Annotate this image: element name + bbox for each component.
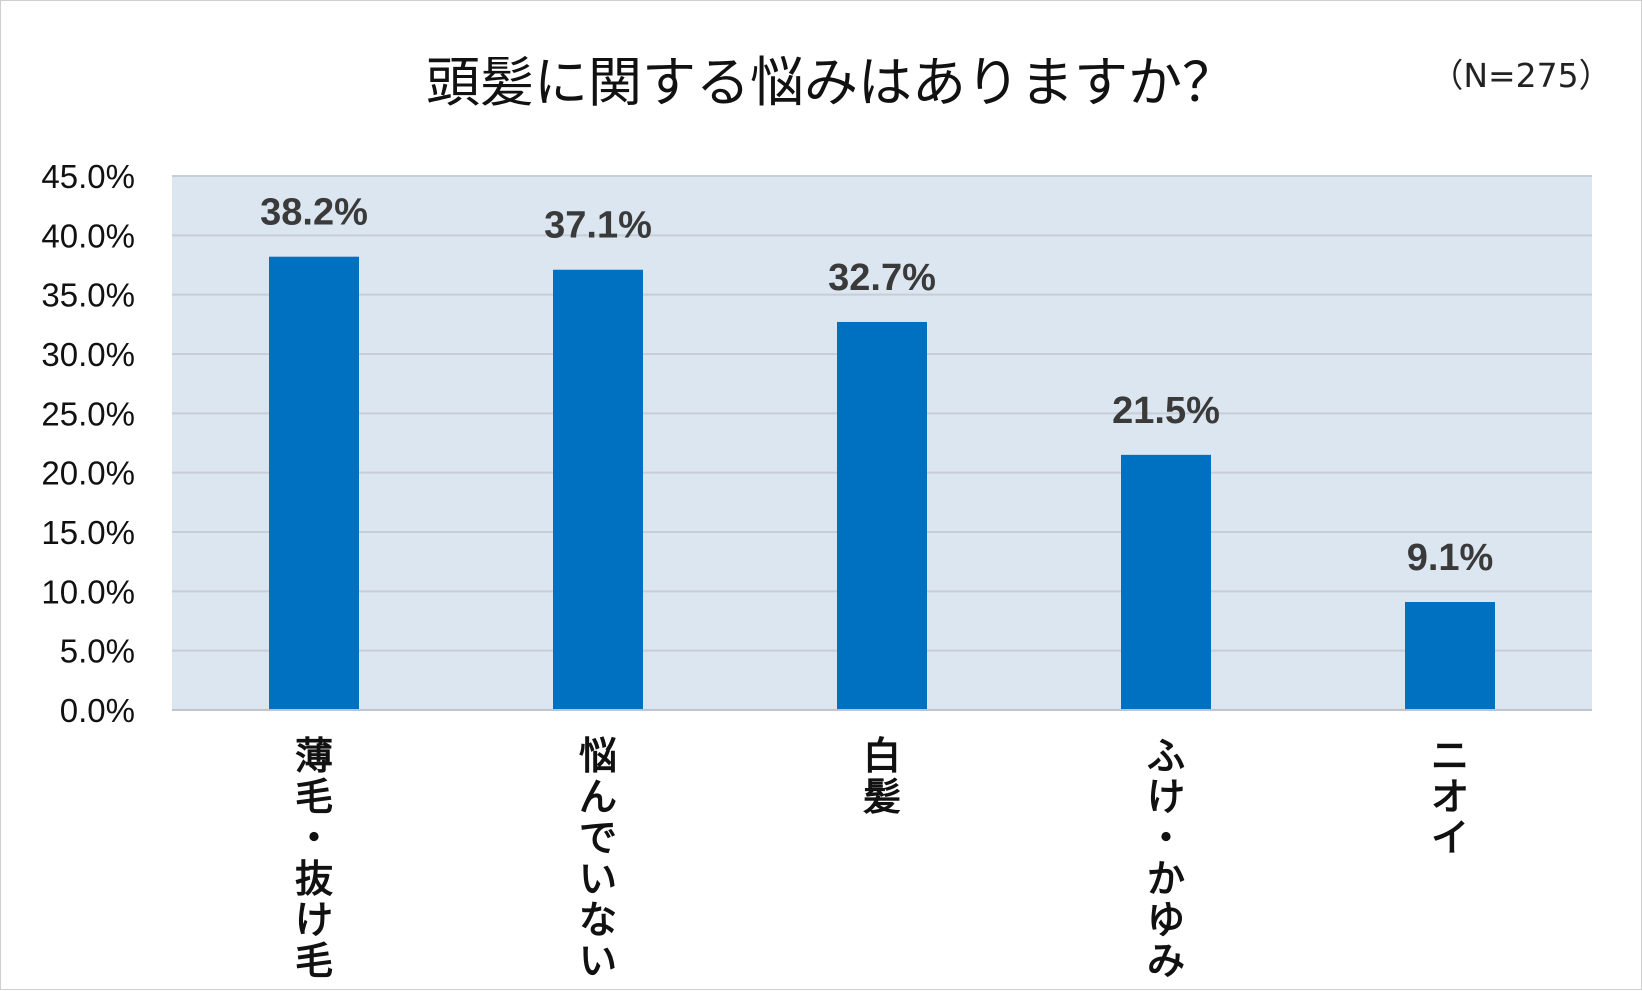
y-tick-label: 20.0% <box>41 455 135 492</box>
data-label: 9.1% <box>1407 537 1494 579</box>
bar <box>553 269 643 710</box>
data-label: 32.7% <box>828 257 936 299</box>
bar <box>269 256 359 710</box>
y-tick-label: 5.0% <box>60 633 135 670</box>
bar <box>1121 454 1211 710</box>
plot-area: 0.0% 5.0% 10.0% 15.0% 20.0% 25.0% 30.0% 35.0% 40… <box>41 158 1592 983</box>
chart-title: 頭髪に関する悩みはありますか？ <box>426 51 1236 114</box>
x-category-label: ニオイ <box>1431 734 1469 860</box>
x-category-label: ふけ・かゆみ <box>1147 734 1185 983</box>
data-label: 38.2% <box>260 192 368 234</box>
x-category-label: 悩んでいない <box>579 734 617 983</box>
bar <box>837 321 927 710</box>
y-tick-label: 40.0% <box>41 217 135 254</box>
y-tick-label: 0.0% <box>60 692 135 729</box>
y-tick-label: 15.0% <box>41 514 135 551</box>
y-tick-label: 35.0% <box>41 277 135 314</box>
bar <box>1405 602 1495 710</box>
data-label: 21.5% <box>1112 390 1220 432</box>
y-tick-label: 30.0% <box>41 336 135 373</box>
x-category-label: 白髪 <box>863 734 901 819</box>
y-tick-label: 25.0% <box>41 395 135 432</box>
data-label: 37.1% <box>544 205 652 247</box>
y-tick-label: 45.0% <box>41 158 135 195</box>
sample-size-note: （N=275） <box>1430 56 1611 95</box>
x-category-label: 薄毛・抜け毛 <box>295 734 333 983</box>
y-tick-label: 10.0% <box>41 573 135 610</box>
